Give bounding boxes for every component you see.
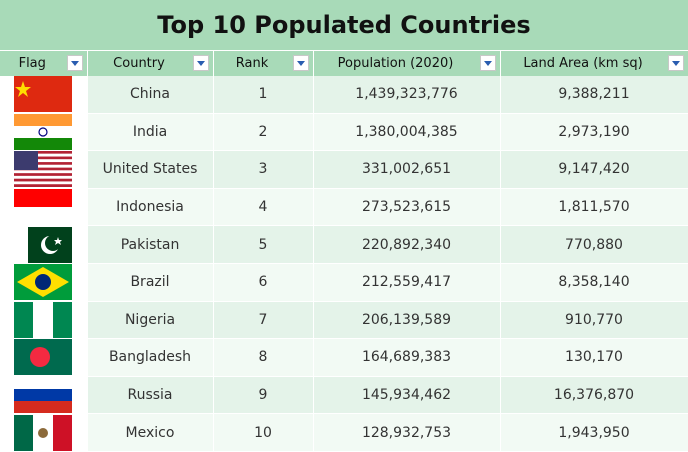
table-body: China 1 1,439,323,776 9,388,211 India 2 1,380,… (0, 76, 688, 452)
table-cell: 10 (213, 413, 314, 452)
table-row: Pakistan 5 220,892,340 770,880 (0, 225, 688, 264)
table-cell: 130,170 (500, 338, 688, 377)
table-cell: Mexico (87, 413, 214, 452)
flag-image (14, 76, 72, 113)
filter-button[interactable] (192, 55, 209, 71)
table-cell: Nigeria (87, 301, 214, 340)
flag-cell (0, 301, 88, 340)
column-header: Population (2020) (313, 51, 501, 76)
table-cell: 206,139,589 (313, 301, 501, 340)
table-cell: 273,523,615 (313, 188, 501, 227)
table-cell: 3 (213, 150, 314, 189)
table-row: Bangladesh 8 164,689,383 130,170 (0, 338, 688, 377)
flag-cell (0, 113, 88, 152)
filter-button[interactable] (66, 55, 83, 71)
column-header: Rank (213, 51, 314, 76)
table-cell: Pakistan (87, 225, 214, 264)
header-text: Flag (18, 56, 46, 71)
flag-cell (0, 188, 88, 227)
table-cell: 8 (213, 338, 314, 377)
table-row: Russia 9 145,934,462 16,376,870 (0, 376, 688, 415)
flag-image (14, 113, 72, 150)
flag-cell (0, 338, 88, 377)
flag-image (14, 301, 72, 338)
table-cell: 331,002,651 (313, 150, 501, 189)
header-text: Rank (235, 56, 269, 71)
table-cell: 9,388,211 (500, 76, 688, 114)
table-cell: United States (87, 150, 214, 189)
header-text: Population (2020) (337, 56, 454, 71)
table-row: Mexico 10 128,932,753 1,943,950 (0, 413, 688, 452)
flag-cell (0, 376, 88, 415)
data-table: Flag Country Rank Population (2020) Land Are… (0, 51, 688, 452)
column-header: Flag (0, 51, 88, 76)
table-cell: 2,973,190 (500, 113, 688, 152)
table-row: United States 3 331,002,651 9,147,420 (0, 150, 688, 189)
filter-button[interactable] (479, 55, 496, 71)
table-cell: 2 (213, 113, 314, 152)
column-header: Country (87, 51, 214, 76)
table-cell: 9 (213, 376, 314, 415)
table-cell: 770,880 (500, 225, 688, 264)
table-cell: 910,770 (500, 301, 688, 340)
table-cell: 212,559,417 (313, 263, 501, 302)
table-cell: 1,380,004,385 (313, 113, 501, 152)
table-cell: 220,892,340 (313, 225, 501, 264)
table-cell: 7 (213, 301, 314, 340)
filter-button[interactable] (292, 55, 309, 71)
flag-image (14, 339, 72, 376)
flag-image (14, 414, 72, 451)
table-title: Top 10 Populated Countries (0, 0, 688, 51)
flag-cell (0, 150, 88, 189)
flag-cell (0, 413, 88, 452)
table-cell: 1,439,323,776 (313, 76, 501, 114)
column-header: Land Area (km sq) (500, 51, 688, 76)
header-row: Flag Country Rank Population (2020) Land Are… (0, 51, 688, 76)
table-row: India 2 1,380,004,385 2,973,190 (0, 113, 688, 152)
table-cell: 1 (213, 76, 314, 114)
table-row: Nigeria 7 206,139,589 910,770 (0, 301, 688, 340)
flag-image (14, 264, 72, 301)
table-cell: 16,376,870 (500, 376, 688, 415)
flag-cell (0, 263, 88, 302)
flag-cell (0, 76, 88, 114)
table-cell: Brazil (87, 263, 214, 302)
table-row: Brazil 6 212,559,417 8,358,140 (0, 263, 688, 302)
flag-cell (0, 225, 88, 264)
header-text: Land Area (km sq) (523, 56, 643, 71)
table-cell: 1,943,950 (500, 413, 688, 452)
table-cell: Indonesia (87, 188, 214, 227)
table-cell: 1,811,570 (500, 188, 688, 227)
flag-image (14, 377, 72, 414)
table-cell: Russia (87, 376, 214, 415)
filter-button[interactable] (667, 55, 684, 71)
table-cell: 6 (213, 263, 314, 302)
table-cell: 9,147,420 (500, 150, 688, 189)
table-cell: 4 (213, 188, 314, 227)
header-text: Country (113, 56, 165, 71)
flag-image (14, 189, 72, 226)
flag-image (14, 226, 72, 263)
table-row: Indonesia 4 273,523,615 1,811,570 (0, 188, 688, 227)
table-cell: 164,689,383 (313, 338, 501, 377)
table-row: China 1 1,439,323,776 9,388,211 (0, 76, 688, 114)
table-cell: India (87, 113, 214, 152)
table-cell: China (87, 76, 214, 114)
table-cell: 145,934,462 (313, 376, 501, 415)
table-cell: 8,358,140 (500, 263, 688, 302)
flag-image (14, 151, 72, 188)
table-cell: 5 (213, 225, 314, 264)
table-cell: Bangladesh (87, 338, 214, 377)
table-cell: 128,932,753 (313, 413, 501, 452)
